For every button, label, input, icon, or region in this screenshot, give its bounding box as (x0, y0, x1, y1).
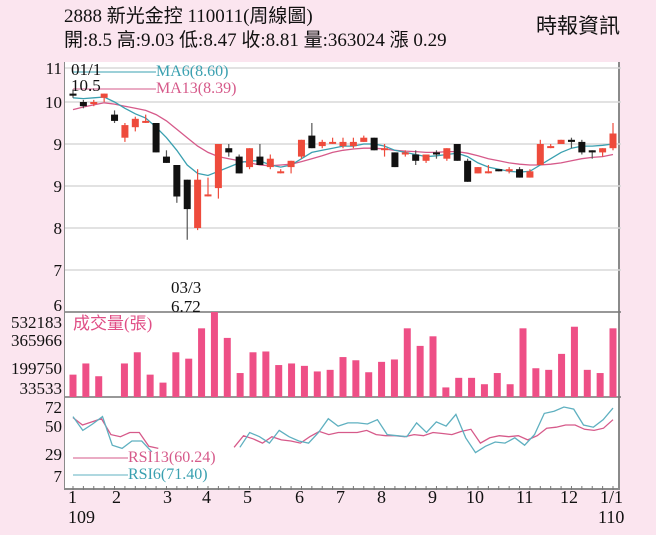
candle (131, 118, 139, 128)
candle (547, 146, 555, 149)
candle (256, 156, 264, 165)
candle (443, 148, 451, 159)
candle (422, 154, 430, 161)
price-axis-label: 7 (53, 261, 63, 280)
rsi-axis-label: 7 (53, 467, 63, 486)
price-axis-label: 9 (53, 177, 63, 196)
source-label: 時報資訊 (536, 14, 620, 38)
price-axis-label: 11 (45, 59, 62, 78)
x-axis-year-label: 110 (598, 507, 625, 527)
price-axis-label: 6 (53, 296, 63, 315)
candle (235, 156, 243, 174)
volume-title: 成交量(張) (73, 314, 153, 333)
chart-plot-area: 01/1 10.5 03/3 6.72 MA6(8.60) MA13(8.39)… (64, 60, 621, 490)
candle (204, 194, 212, 197)
candle (287, 160, 295, 168)
candle (100, 93, 108, 98)
x-axis-label: 3 (163, 487, 172, 507)
x-axis-label: 7 (336, 487, 345, 507)
rsi13-legend: RSI13(60.24) (128, 449, 216, 466)
candle (152, 123, 160, 153)
rsi-axis-label: 29 (45, 445, 62, 464)
x-axis-label: 4 (202, 487, 211, 507)
candle (308, 135, 316, 149)
candle (526, 171, 534, 178)
candle (173, 165, 181, 197)
candle (194, 179, 202, 228)
rsi-axis-label: 50 (45, 417, 62, 436)
price-axis-label: 9 (53, 135, 63, 154)
candle (391, 152, 399, 168)
candle (349, 141, 357, 147)
candle (90, 102, 98, 105)
candle (318, 141, 326, 147)
high-value-annotation: 10.5 (71, 76, 101, 95)
x-axis-label: 11 (516, 487, 534, 507)
candle (432, 152, 440, 155)
rsi-axis-label: 72 (45, 398, 62, 417)
candle (505, 169, 513, 172)
low-date-annotation: 03/3 (171, 278, 202, 297)
x-axis-label: 1 (68, 487, 77, 507)
candle (609, 133, 617, 149)
candle (381, 148, 389, 151)
candle (588, 150, 596, 153)
volume-axis-label: 532183 (11, 313, 62, 332)
ma13-legend: MA13(8.39) (156, 80, 237, 97)
x-axis-label: 5 (243, 487, 252, 507)
candle (495, 169, 503, 172)
x-axis-label: 1/1 (600, 487, 624, 507)
candle (370, 137, 378, 151)
volume-axis-label: 33533 (19, 379, 63, 398)
price-axis-label: 8 (53, 219, 63, 238)
candle (360, 137, 368, 142)
chart-title: 2888 新光金控 110011(周線圖) (64, 6, 313, 27)
candle (412, 154, 420, 161)
candle (214, 144, 222, 189)
candle (329, 141, 337, 144)
candle (484, 171, 492, 174)
candle (401, 152, 409, 155)
x-axis-year-label: 109 (68, 507, 95, 527)
candle (297, 139, 305, 157)
x-axis-label: 8 (377, 487, 386, 507)
x-axis-label: 9 (428, 487, 437, 507)
candle (277, 171, 285, 174)
volume-axis-label: 199750 (11, 359, 62, 378)
low-value-annotation: 6.72 (171, 297, 201, 316)
candle (142, 120, 150, 123)
candle (69, 93, 77, 96)
candle (339, 141, 347, 147)
ohlc-summary: 開:8.5 高:9.03 低:8.47 收:8.81 量:363024 漲 0.… (64, 30, 447, 51)
x-axis-label: 2 (112, 487, 121, 507)
candle (516, 169, 524, 178)
candle (266, 158, 274, 168)
candle (557, 139, 565, 144)
candle (246, 148, 254, 168)
candle (111, 114, 119, 121)
volume-axis-label: 365966 (11, 331, 62, 350)
candle (162, 156, 170, 163)
candle (464, 160, 472, 182)
price-axis-label: 10 (45, 93, 62, 112)
x-axis-label: 10 (466, 487, 484, 507)
high-date-annotation: 01/1 (71, 60, 102, 79)
x-axis-label: 12 (560, 487, 578, 507)
ma6-legend: MA6(8.60) (156, 63, 229, 80)
candle (79, 102, 87, 107)
candle (474, 167, 482, 174)
candlestick-chart (65, 67, 621, 490)
candle (121, 125, 129, 138)
candle (225, 148, 233, 153)
candle (567, 139, 575, 142)
candle (599, 148, 607, 153)
candle (536, 144, 544, 165)
candle (183, 179, 191, 210)
x-axis-label: 6 (295, 487, 304, 507)
candle (453, 144, 461, 161)
candle (578, 141, 586, 153)
rsi6-legend: RSI6(71.40) (128, 466, 208, 483)
